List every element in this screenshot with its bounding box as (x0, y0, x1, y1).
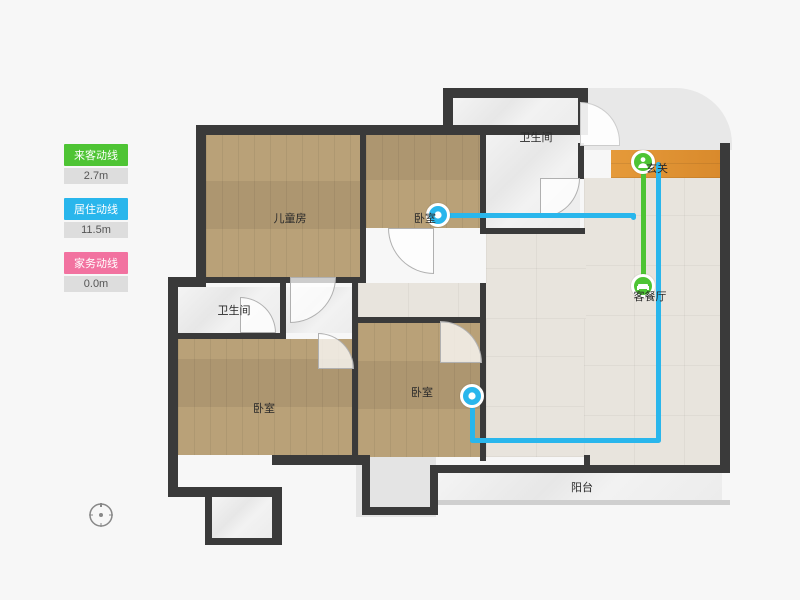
room-label-children-room: 儿童房 (274, 210, 307, 226)
flow-line (631, 213, 636, 220)
flow-node-dot (460, 384, 484, 408)
floor-plan-canvas: 儿童房卧室卫生间客餐厅玄关卫生间卧室卧室阳台 来客动线2.7m居住动线11.5m… (0, 0, 800, 600)
wall-segment (205, 538, 282, 545)
legend-item-living: 居住动线 11.5m (64, 198, 128, 238)
room-hall-bottom (486, 319, 584, 457)
legend-label: 居住动线 (64, 198, 128, 220)
legend-item-guest: 来客动线 2.7m (64, 144, 128, 184)
legend-value: 0.0m (64, 276, 128, 292)
legend-value: 2.7m (64, 168, 128, 184)
flow-line (641, 160, 646, 288)
divider-segment (430, 500, 730, 505)
divider-segment (480, 228, 585, 234)
legend-value: 11.5m (64, 222, 128, 238)
wall-segment (272, 455, 370, 465)
door-arc (388, 228, 434, 274)
wall-segment (272, 487, 282, 545)
wall-segment (168, 487, 282, 497)
legend-label: 家务动线 (64, 252, 128, 274)
room-label-bathroom-left: 卫生间 (218, 302, 251, 318)
room-label-bedroom-mid: 卧室 (411, 384, 433, 400)
divider-segment (480, 283, 486, 461)
room-label-bedroom-top: 卧室 (414, 210, 436, 226)
divider-segment (280, 283, 286, 339)
wall-segment (205, 495, 212, 545)
wall-segment (362, 507, 438, 515)
room-bathroom-top (453, 97, 580, 127)
legend-label: 来客动线 (64, 144, 128, 166)
divider-segment (168, 333, 286, 339)
room-label-entry: 玄关 (646, 160, 668, 176)
room-label-bathroom-top2: 卫生间 (520, 129, 553, 145)
door-arc (580, 102, 620, 146)
room-label-bedroom-left: 卧室 (253, 400, 275, 416)
flow-line (470, 438, 661, 443)
room-children-room (206, 135, 360, 277)
room-label-hall: 客餐厅 (634, 288, 667, 304)
compass-icon (86, 500, 116, 530)
wall-segment (443, 88, 453, 135)
wall-segment (196, 125, 206, 287)
wall-segment (168, 277, 178, 497)
flow-line (436, 213, 636, 218)
room-label-balcony: 阳台 (571, 479, 593, 495)
wall-segment (720, 143, 730, 473)
divider-segment (578, 143, 584, 179)
divider-segment (352, 283, 358, 461)
divider-segment (352, 317, 486, 323)
divider-segment (480, 133, 486, 233)
room-hall (584, 178, 720, 466)
legend: 来客动线 2.7m 居住动线 11.5m 家务动线 0.0m (64, 144, 128, 306)
room-hall-ext2 (358, 283, 488, 319)
wall-segment (430, 465, 730, 473)
legend-item-chores: 家务动线 0.0m (64, 252, 128, 292)
room-balcony-small (212, 497, 272, 538)
room-hall-ext (486, 233, 586, 319)
divider-segment (360, 133, 366, 283)
wall-segment (443, 88, 588, 98)
